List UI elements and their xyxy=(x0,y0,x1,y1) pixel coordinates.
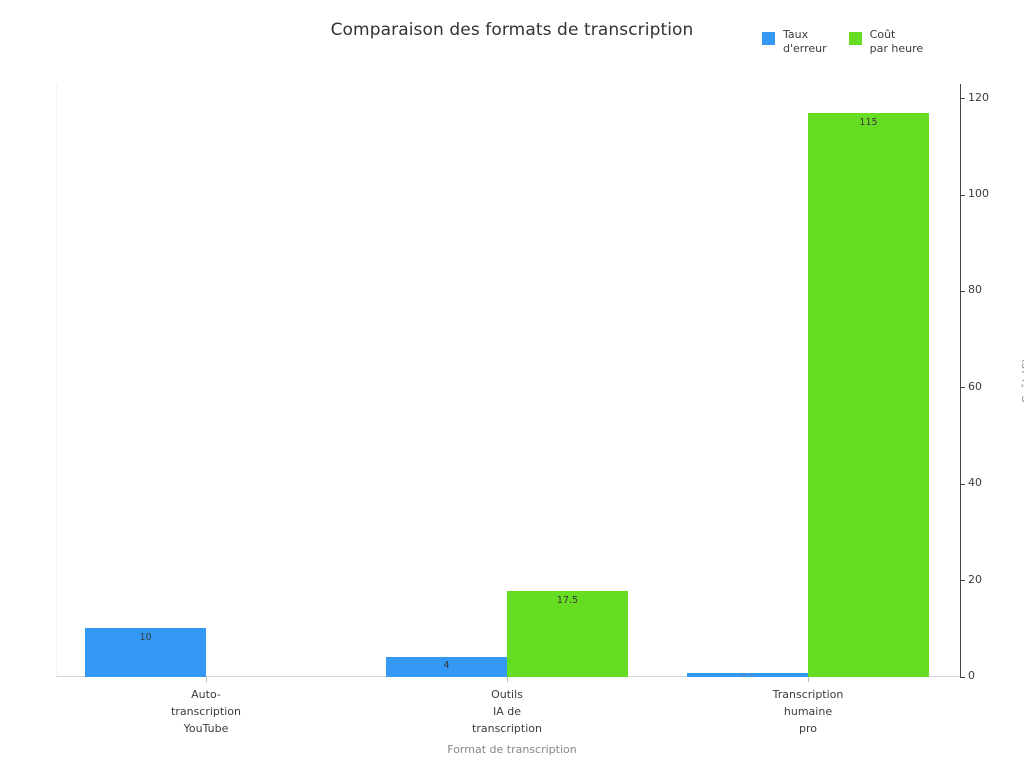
bar-taux-derreur-1[interactable]: 4 xyxy=(386,657,507,677)
legend-item-taux-derreur[interactable]: Taux d'erreur xyxy=(762,28,827,55)
y-tick-mark-icon xyxy=(960,194,965,196)
y-tick-mark-icon xyxy=(960,98,965,100)
y-tick-mark-icon xyxy=(960,676,965,678)
legend-item-cout-par-heure[interactable]: Coût par heure xyxy=(848,28,924,55)
plot-area: 10 4 17.5 0.5 115 xyxy=(56,84,960,677)
bar-cout-par-heure-2[interactable]: 115 xyxy=(808,113,929,677)
x-category-label-1: Outils IA de transcription xyxy=(472,688,542,735)
chart-legend: Taux d'erreur Coût par heure xyxy=(762,28,923,55)
bar-value-label: 10 xyxy=(139,632,152,643)
right-axis-title: Coût (€) xyxy=(1019,358,1024,403)
bar-group-0: 10 xyxy=(56,84,357,677)
legend-swatch-blue-icon xyxy=(762,32,775,45)
y-tick-label: 80 xyxy=(968,283,982,297)
y-tick-label: 0 xyxy=(968,669,975,682)
legend-swatch-green-icon xyxy=(848,32,862,45)
x-tick-mark-0-icon xyxy=(206,677,207,682)
y-tick-label: 100 xyxy=(968,187,989,200)
bar-cout-par-heure-1[interactable]: 17.5 xyxy=(507,591,628,677)
y-tick-label: 20 xyxy=(968,572,982,586)
legend-label-taux-derreur: Taux d'erreur xyxy=(783,28,827,55)
x-axis-title: Format de transcription xyxy=(447,743,577,756)
y-tick-label: 120 xyxy=(968,90,989,104)
bar-taux-derreur-2[interactable]: 0.5 xyxy=(687,673,808,677)
y-tick-label: 40 xyxy=(968,476,982,490)
bar-taux-derreur-0[interactable]: 10 xyxy=(85,628,206,677)
y-tick-mark-icon xyxy=(960,580,965,582)
x-category-label-2: Transcription humaine pro xyxy=(772,688,844,735)
bar-group-1: 4 17.5 xyxy=(357,84,658,677)
y-tick-mark-icon xyxy=(960,483,965,485)
right-axis-spine xyxy=(960,84,961,677)
page-title: Comparaison des formats de transcription xyxy=(330,20,694,40)
x-tick-mark-1-icon xyxy=(507,677,508,682)
right-y-axis: 0 20 40 60 80 100 120 Coût (€) xyxy=(960,84,1024,682)
legend-label-cout-par-heure: Coût par heure xyxy=(869,28,924,55)
bar-group-2: 0.5 115 xyxy=(658,84,959,677)
bar-value-label: 4 xyxy=(443,660,450,670)
bar-value-label: 115 xyxy=(859,117,878,128)
bar-value-label: 17.5 xyxy=(556,595,579,606)
y-tick-mark-icon xyxy=(960,387,965,389)
bar-value-label: 0.5 xyxy=(687,673,808,677)
x-tick-mark-2-icon xyxy=(808,677,809,682)
y-tick-label: 60 xyxy=(968,379,982,393)
left-axis-spine xyxy=(56,84,57,677)
y-tick-mark-icon xyxy=(960,290,965,292)
x-category-label-0: Auto- transcription YouTube xyxy=(171,688,241,735)
